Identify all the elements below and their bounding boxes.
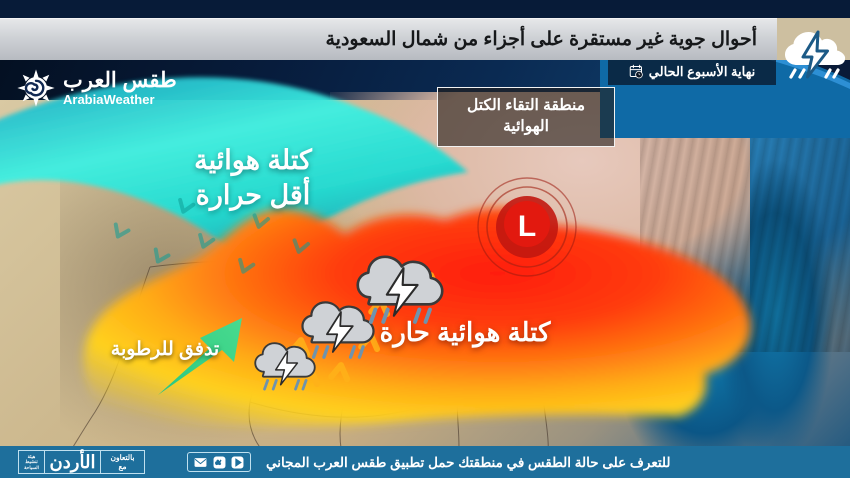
- svg-text:L: L: [518, 210, 536, 243]
